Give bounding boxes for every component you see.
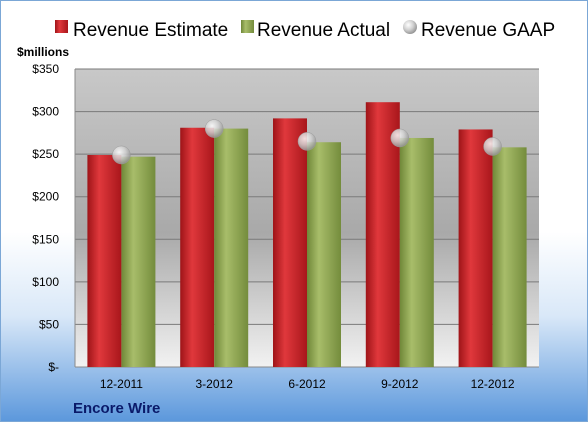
y-tick-label: $100	[32, 275, 59, 289]
marker-revenue-gaap	[297, 132, 317, 151]
y-axis-unit-label: $millions	[17, 45, 69, 59]
legend-swatch-gaap	[403, 20, 417, 34]
marker-revenue-gaap	[390, 128, 410, 148]
bar-revenue-estimate	[87, 154, 122, 367]
x-tick-label: 12-2011	[100, 377, 143, 391]
y-axis-ticks: $- $50 $100 $150 $200 $250 $300 $350	[32, 62, 59, 374]
y-tick-label: $250	[32, 147, 59, 161]
legend: Revenue Estimate Revenue Actual Revenue …	[55, 20, 555, 41]
x-tick-label: 9-2012	[381, 377, 419, 391]
bar-revenue-actual	[214, 128, 249, 367]
bar-revenue-estimate	[458, 129, 493, 367]
marker-revenue-gaap	[483, 137, 502, 156]
marker-revenue-gaap	[112, 145, 131, 165]
x-tick-label: 6-2012	[288, 377, 326, 391]
y-tick-label: $200	[32, 190, 59, 204]
bars	[87, 102, 527, 368]
y-tick-label: $-	[48, 360, 59, 374]
legend-label-estimate: Revenue Estimate	[73, 20, 228, 41]
bar-revenue-estimate	[273, 118, 307, 367]
legend-swatch-estimate	[55, 20, 68, 33]
bar-revenue-actual	[492, 147, 527, 367]
legend-label-gaap: Revenue GAAP	[421, 20, 555, 41]
bar-revenue-estimate	[180, 127, 215, 368]
marker-revenue-gaap	[204, 119, 224, 138]
y-tick-label: $50	[39, 317, 59, 331]
legend-label-actual: Revenue Actual	[257, 20, 390, 41]
bar-revenue-actual	[307, 142, 341, 367]
gaap-markers	[112, 119, 502, 165]
company-name: Encore Wire	[73, 400, 160, 417]
x-axis-ticks: 12-2011 3-2012 6-2012 9-2012 12-2012	[100, 377, 515, 391]
y-tick-label: $150	[32, 232, 59, 246]
y-tick-label: $300	[32, 105, 59, 119]
x-tick-label: 12-2012	[471, 377, 515, 391]
x-tick-label: 3-2012	[196, 377, 234, 391]
legend-swatch-actual	[241, 20, 254, 33]
bar-revenue-actual	[399, 137, 434, 367]
bar-revenue-actual	[121, 156, 156, 367]
y-tick-label: $350	[32, 62, 59, 76]
bar-revenue-estimate	[365, 102, 400, 367]
